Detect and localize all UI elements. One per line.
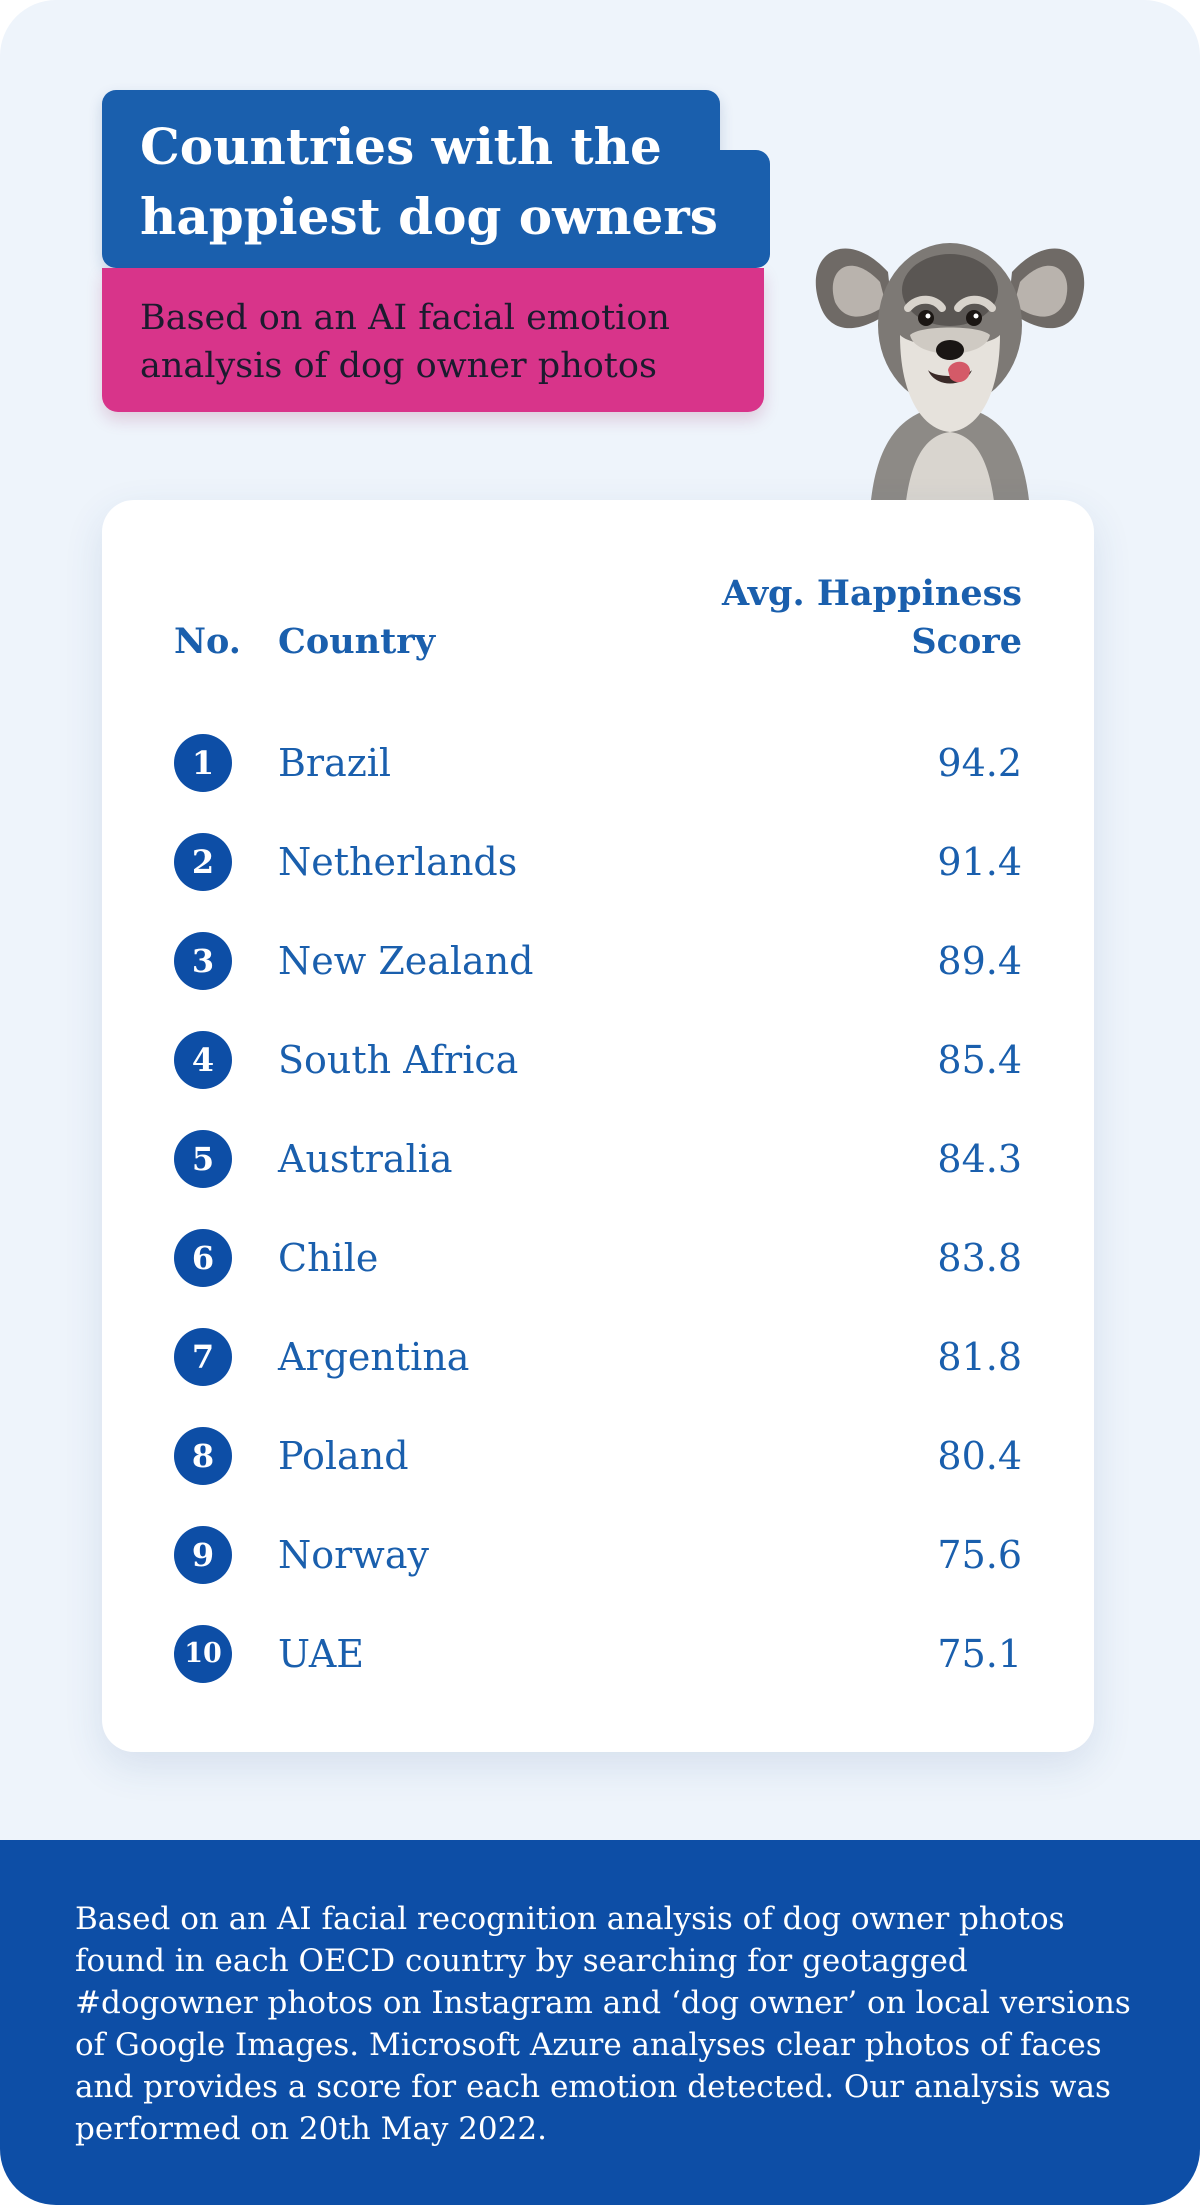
rank-badge: 9 [174, 1526, 232, 1584]
dog-icon [815, 243, 1085, 510]
rank-badge: 4 [174, 1031, 232, 1089]
rank-badge: 8 [174, 1427, 232, 1485]
happiness-score: 85.4 [937, 1038, 1022, 1082]
country-name: UAE [278, 1632, 365, 1676]
country-name: Norway [278, 1533, 429, 1577]
table-row: 4 South Africa 85.4 [0, 1025, 1200, 1095]
table-row: 6 Chile 83.8 [0, 1223, 1200, 1293]
happiness-score: 83.8 [937, 1236, 1022, 1280]
happiness-score: 91.4 [937, 840, 1022, 884]
rank-badge: 5 [174, 1130, 232, 1188]
column-header-country: Country [278, 621, 436, 662]
table-row: 10 UAE 75.1 [0, 1619, 1200, 1689]
rank-badge: 2 [174, 833, 232, 891]
happiness-score: 94.2 [937, 741, 1022, 785]
table-row: 9 Norway 75.6 [0, 1520, 1200, 1590]
country-name: Chile [278, 1236, 379, 1280]
page-subtitle: Based on an AI facial emotion analysis o… [140, 298, 670, 386]
country-name: Argentina [278, 1335, 470, 1379]
page-title: Countries with the happiest dog owners [140, 117, 718, 246]
table-row: 5 Australia 84.3 [0, 1124, 1200, 1194]
table-row: 7 Argentina 81.8 [0, 1322, 1200, 1392]
rank-badge: 6 [174, 1229, 232, 1287]
rank-badge: 3 [174, 932, 232, 990]
rank-badge: 1 [174, 734, 232, 792]
country-name: Netherlands [278, 840, 518, 884]
ranking-card [102, 500, 1094, 1752]
title-banner [102, 90, 770, 268]
footer-band [0, 1840, 1200, 2205]
country-name: Brazil [278, 741, 392, 785]
rank-badge: 7 [174, 1328, 232, 1386]
rank-badge: 10 [174, 1625, 232, 1683]
country-name: South Africa [278, 1038, 519, 1082]
country-name: Poland [278, 1434, 409, 1478]
table-row: 3 New Zealand 89.4 [0, 926, 1200, 996]
table-row: 1 Brazil 94.2 [0, 728, 1200, 798]
table-row: 2 Netherlands 91.4 [0, 827, 1200, 897]
happiness-score: 75.6 [937, 1533, 1022, 1577]
country-name: Australia [278, 1137, 453, 1181]
table-row: 8 Poland 80.4 [0, 1421, 1200, 1491]
subtitle-banner [102, 268, 764, 412]
happiness-score: 81.8 [937, 1335, 1022, 1379]
happiness-score: 75.1 [937, 1632, 1022, 1676]
happiness-score: 89.4 [937, 939, 1022, 983]
column-header-score: Avg. Happiness Score [721, 573, 1022, 662]
column-header-no: No. [174, 621, 241, 662]
happiness-score: 80.4 [937, 1434, 1022, 1478]
happiness-score: 84.3 [937, 1137, 1022, 1181]
country-name: New Zealand [278, 939, 534, 983]
methodology-note: Based on an AI facial recognition analys… [75, 1901, 1131, 2147]
